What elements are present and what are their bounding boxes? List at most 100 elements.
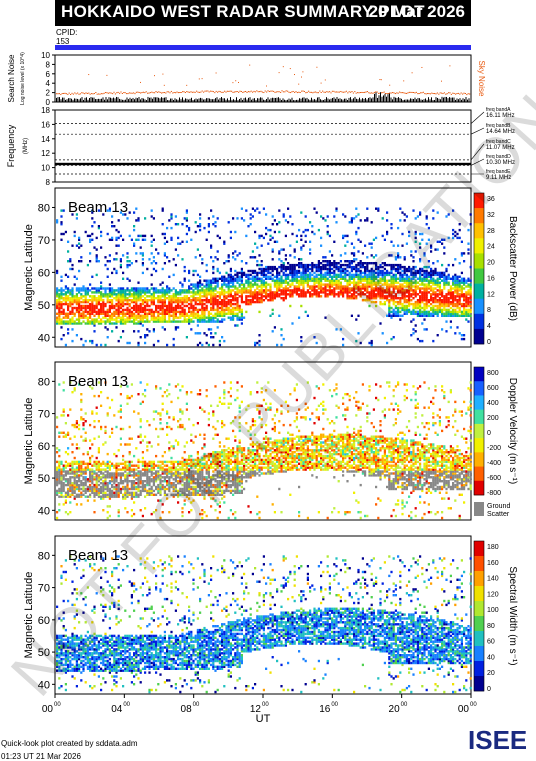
sky-noise-point xyxy=(78,93,80,95)
heatmap-cell xyxy=(115,269,118,273)
heatmap-cell xyxy=(460,277,463,280)
heatmap-cell xyxy=(185,217,188,220)
sky-noise-point xyxy=(343,91,345,93)
sky-noise-point xyxy=(165,92,167,94)
heatmap-cell xyxy=(108,514,111,518)
heatmap-cell xyxy=(97,260,100,263)
heatmap-cell xyxy=(170,308,173,312)
heatmap-cell xyxy=(128,289,131,292)
freq-ytick-label: 12 xyxy=(41,149,50,158)
noise-ytick-label: 10 xyxy=(41,51,50,60)
heatmap-cell xyxy=(324,283,327,286)
heatmap-cell xyxy=(412,328,415,331)
heatmap-cell xyxy=(166,343,169,347)
heatmap-cell xyxy=(115,326,118,329)
heatmap-cell xyxy=(170,215,173,218)
heatmap-cell xyxy=(212,265,215,269)
heatmap-cell xyxy=(100,291,103,294)
heatmap-cell xyxy=(397,263,400,267)
heatmap-cell xyxy=(399,283,402,286)
sky-noise-point xyxy=(140,92,142,94)
heatmap-cell xyxy=(181,258,184,261)
heatmap-cell xyxy=(152,293,155,296)
heatmap-cell xyxy=(58,454,61,458)
sky-noise-point xyxy=(366,91,368,93)
heatmap-cell xyxy=(60,302,63,306)
heatmap-cell xyxy=(447,273,450,277)
sky-noise-point xyxy=(298,83,300,85)
heatmap-cell xyxy=(258,211,261,214)
heatmap-cell xyxy=(78,260,81,263)
heatmap-cell xyxy=(372,269,375,273)
search-noise-bar xyxy=(411,98,413,102)
heatmap-cell xyxy=(117,482,120,485)
heatmap-cell xyxy=(223,339,226,343)
heatmap-cell xyxy=(91,339,94,343)
heatmap-cell xyxy=(427,279,430,282)
heatmap-cell xyxy=(56,304,59,308)
heatmap-cell xyxy=(130,287,133,290)
sky-noise-point xyxy=(229,90,231,92)
heatmap-cell xyxy=(300,289,303,292)
heatmap-cell xyxy=(97,291,100,294)
heatmap-cell xyxy=(271,291,274,294)
sky-noise-point xyxy=(89,93,91,95)
heatmap-cell xyxy=(265,281,268,284)
search-noise-bar xyxy=(57,97,59,102)
heatmap-cell xyxy=(100,322,103,325)
heatmap-cell xyxy=(432,209,435,212)
search-noise-bar xyxy=(275,97,276,102)
heatmap-cell xyxy=(445,320,448,323)
heatmap-cell xyxy=(75,293,78,296)
heatmap-cell xyxy=(232,302,235,306)
search-noise-bar xyxy=(134,99,135,102)
heatmap-cell xyxy=(405,215,408,218)
heatmap-cell xyxy=(410,293,413,296)
heatmap-cell xyxy=(135,299,138,302)
heatmap-cell xyxy=(124,293,127,296)
heatmap-cell xyxy=(60,221,63,224)
heatmap-cell xyxy=(60,232,63,236)
search-noise-bar xyxy=(264,99,266,102)
heatmap-cell xyxy=(163,308,166,312)
heatmap-cell xyxy=(247,299,250,302)
heatmap-cell xyxy=(117,310,120,314)
heatmap-cell xyxy=(150,314,153,317)
heatmap-cell xyxy=(78,427,81,431)
heatmap-cell xyxy=(438,271,441,275)
sky-noise-point xyxy=(266,91,268,93)
search-noise-bar xyxy=(65,99,66,102)
heatmap-cell xyxy=(238,275,241,278)
heatmap-cell xyxy=(379,263,382,267)
heatmap-cell xyxy=(258,271,261,275)
heatmap-cell xyxy=(115,258,118,261)
heatmap-cell xyxy=(80,256,83,259)
heatmap-cell xyxy=(414,324,417,327)
heatmap-cell xyxy=(375,275,378,278)
heatmap-cell xyxy=(135,219,138,222)
heatmap-cell xyxy=(69,258,72,261)
heatmap-cell xyxy=(133,312,136,315)
heatmap-cell xyxy=(205,320,208,323)
heatmap-cell xyxy=(416,337,419,341)
heatmap-cell xyxy=(56,322,59,325)
heatmap-cell xyxy=(133,228,136,232)
heatmap-cell xyxy=(326,293,329,296)
heatmap-cell xyxy=(75,466,78,469)
sky-noise-point xyxy=(238,81,239,83)
search-noise-bar xyxy=(198,98,200,102)
heatmap-cell xyxy=(64,316,67,319)
heatmap-cell xyxy=(403,289,406,292)
heatmap-cell xyxy=(84,487,87,491)
search-noise-bar xyxy=(338,98,339,102)
heatmap-cell xyxy=(82,439,85,442)
heatmap-cell xyxy=(163,300,166,304)
search-noise-bar xyxy=(177,99,179,102)
search-noise-bar xyxy=(386,96,387,102)
lat-ytick-label: 40 xyxy=(38,332,50,344)
heatmap-cell xyxy=(122,293,125,296)
heatmap-cell xyxy=(102,299,105,302)
heatmap-cell xyxy=(361,299,364,302)
heatmap-cell xyxy=(102,304,105,308)
heatmap-cell xyxy=(119,297,122,300)
